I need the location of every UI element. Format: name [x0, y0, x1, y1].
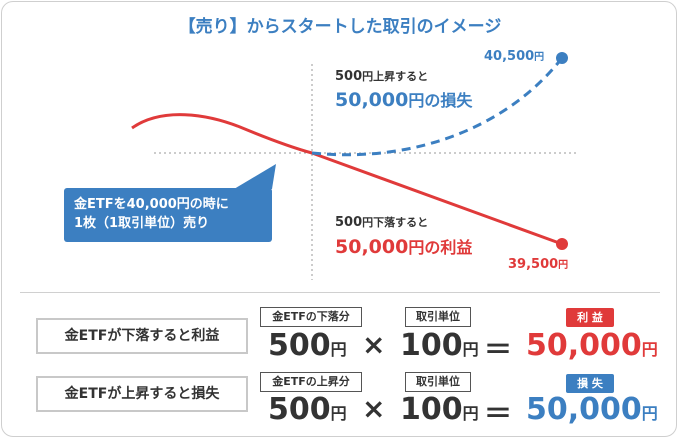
rising-end-value: 40,500円	[484, 49, 545, 64]
sell-entry-callout: 金ETFを40,000円の時に 1枚（1取引単位）売り	[64, 188, 272, 242]
callout-pointer	[234, 164, 276, 189]
loss-move-label: 500円上昇すると	[335, 69, 429, 84]
rising-end-point	[556, 52, 568, 64]
profit-row-equals: ＝	[484, 333, 513, 366]
profit-badge: 利 益	[566, 308, 614, 327]
falling-end-value: 39,500円	[508, 257, 569, 272]
diagram-title: 【売り】からスタートした取引のイメージ	[178, 17, 502, 37]
profit-row-unit-value: 100円	[400, 328, 479, 363]
profit-row-label: 金ETFが下落すると利益	[36, 318, 248, 354]
loss-row-move-tag: 金ETFの上昇分	[260, 372, 362, 392]
loss-row-move-value: 500円	[268, 392, 347, 427]
loss-result: 50,000円	[526, 392, 658, 427]
falling-end-point	[556, 238, 568, 250]
profit-move-label: 500円下落すると	[335, 215, 429, 230]
profit-row-multiply: ×	[362, 328, 386, 361]
loss-row-unit-tag: 取引単位	[405, 372, 471, 392]
callout-line-1: 金ETFを40,000円の時に	[74, 197, 229, 212]
loss-row-equals: ＝	[484, 397, 513, 430]
loss-badge: 損 失	[566, 374, 614, 393]
rising-price-line	[311, 57, 564, 157]
loss-row-multiply: ×	[362, 392, 386, 425]
profit-row-unit-tag: 取引単位	[405, 307, 471, 327]
falling-price-line	[131, 113, 563, 246]
profit-result: 50,000円	[526, 328, 658, 363]
loss-amount-label: 50,000円の損失	[335, 89, 473, 111]
profit-amount-label: 50,000円の利益	[335, 236, 473, 258]
loss-row-unit-value: 100円	[400, 392, 479, 427]
section-divider	[20, 292, 660, 293]
callout-line-2: 1枚（1取引単位）売り	[74, 216, 210, 231]
price-path-graphic	[131, 52, 577, 280]
loss-row-label: 金ETFが上昇すると損失	[36, 376, 248, 412]
profit-row-move-value: 500円	[268, 328, 347, 363]
profit-row-move-tag: 金ETFの下落分	[260, 307, 362, 327]
